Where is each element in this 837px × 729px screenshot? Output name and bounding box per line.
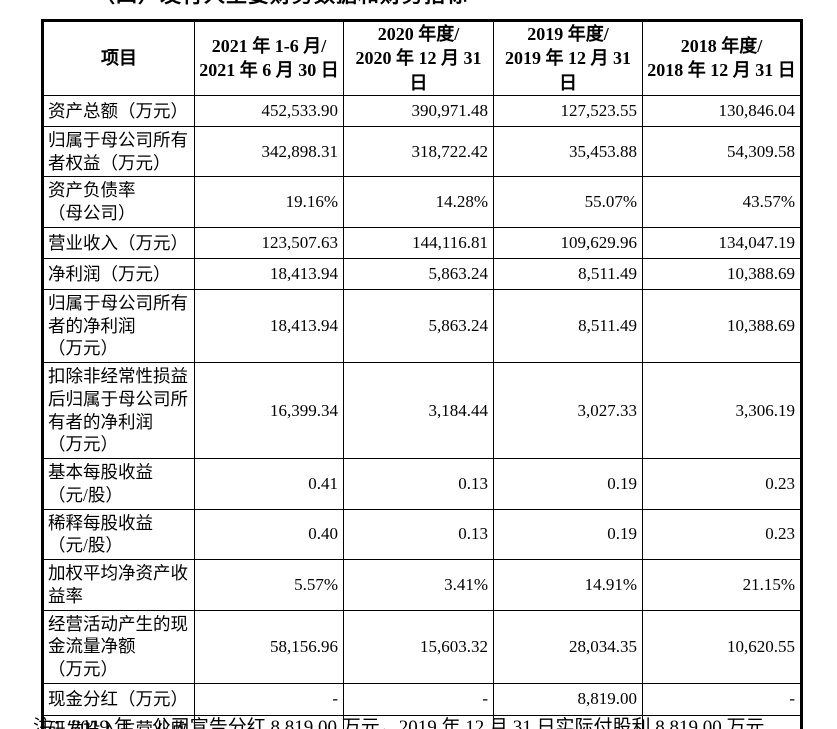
table-row: 加权平均净资产收 益率 5.57% 3.41% 14.91% 21.15% bbox=[42, 559, 802, 611]
table-row: 现金分红（万元） - -8,819.00- bbox=[42, 682, 802, 716]
row-value: 0.13 bbox=[343, 508, 494, 561]
table-row: 归属于母公司所有 者权益（万元） 342,898.31 318,722.42 35,4… bbox=[42, 125, 802, 178]
row-value: 16,399.34 bbox=[194, 362, 344, 460]
row-label: 资产负债率 （母公司） bbox=[42, 176, 195, 228]
row-value: 0.23 bbox=[642, 458, 802, 510]
row-value: 0.41 bbox=[194, 458, 344, 510]
header-period: 2021 年 1-6 月/ 2021 年 6 月 30 日 bbox=[194, 20, 344, 96]
row-value: 134,047.19 bbox=[642, 226, 802, 259]
row-value: 130,846.04 bbox=[642, 94, 802, 127]
row-value: 18,413.94 bbox=[194, 288, 344, 364]
row-value: 0.23 bbox=[642, 508, 802, 561]
row-value: 8,511.49 bbox=[493, 257, 643, 290]
header-period: 2019 年度/ 2019 年 12 月 31 日 bbox=[493, 20, 643, 96]
row-value: 0.13 bbox=[343, 458, 494, 510]
row-value: 5,863.24 bbox=[343, 288, 494, 364]
row-value: 54,309.58 bbox=[642, 125, 802, 178]
table-row: 基本每股收益 （元/股） 0.41 0.13 0.19 0.23 bbox=[42, 458, 802, 510]
row-value: 43.57% bbox=[642, 176, 802, 228]
row-value: 452,533.90 bbox=[194, 94, 344, 127]
row-value: 318,722.42 bbox=[343, 125, 494, 178]
row-value: 58,156.96 bbox=[194, 609, 344, 684]
row-value: 144,116.81 bbox=[343, 226, 494, 259]
row-value: 123,507.63 bbox=[194, 226, 344, 259]
header-period: 2018 年度/ 2018 年 12 月 31 日 bbox=[642, 20, 802, 96]
row-value: - bbox=[194, 682, 344, 716]
header-item-label: 项目 bbox=[42, 20, 195, 96]
row-value: 19.16% bbox=[194, 176, 344, 228]
row-value: 0.40 bbox=[194, 508, 344, 561]
row-value: 35,453.88 bbox=[493, 125, 643, 178]
table-body: 资产总额（万元） 452,533.90 390,971.48 127,523.55 13… bbox=[42, 94, 802, 729]
row-value: 28,034.35 bbox=[493, 609, 643, 684]
row-label: 经营活动产生的现 金流量净额 （万元） bbox=[42, 609, 195, 684]
financial-summary-table: 项目 2021 年 1-6 月/ 2021 年 6 月 30 日 2020 年度/… bbox=[41, 19, 803, 729]
row-label: 归属于母公司所有 者权益（万元） bbox=[42, 125, 195, 178]
row-label: 营业收入（万元） bbox=[42, 226, 195, 259]
row-value: 10,620.55 bbox=[642, 609, 802, 684]
row-value: 342,898.31 bbox=[194, 125, 344, 178]
row-label: 扣除非经常性损益 后归属于母公司所 有者的净利润 （万元） bbox=[42, 362, 195, 460]
table-row: 资产总额（万元） 452,533.90 390,971.48 127,523.55 13… bbox=[42, 94, 802, 127]
row-value: 8.20% bbox=[642, 714, 802, 729]
row-value: 3,184.44 bbox=[343, 362, 494, 460]
row-value: - bbox=[642, 682, 802, 716]
table-row: 扣除非经常性损益 后归属于母公司所 有者的净利润 （万元） 16,399.34 3,… bbox=[42, 362, 802, 460]
row-label: 基本每股收益 （元/股） bbox=[42, 458, 195, 510]
table-row: 营业收入（万元） 123,507.63 144,116.81 109,629.96 13… bbox=[42, 226, 802, 259]
table-header-row: 项目 2021 年 1-6 月/ 2021 年 6 月 30 日 2020 年度/… bbox=[42, 20, 802, 96]
footnote: 注：2019 年，公司宣告分红 8,819.00 万元，2019 年 12 月 … bbox=[33, 717, 765, 729]
header-period: 2020 年度/ 2020 年 12 月 31 日 bbox=[343, 20, 494, 96]
row-value: 3,306.19 bbox=[642, 362, 802, 460]
row-value: 8,511.49 bbox=[493, 288, 643, 364]
row-label: 资产总额（万元） bbox=[42, 94, 195, 127]
page-title: （四）发行人主要财务数据和财务指标 bbox=[94, 0, 468, 6]
row-value: 0.19 bbox=[493, 458, 643, 510]
table-row: 资产负债率 （母公司） 19.16% 14.28% 55.07% 43.57% bbox=[42, 176, 802, 228]
row-value: 8,819.00 bbox=[493, 682, 643, 716]
table-row: 稀释每股收益 （元/股） 0.40 0.13 0.19 0.23 bbox=[42, 508, 802, 561]
row-value: 0.19 bbox=[493, 508, 643, 561]
table-row: 研发投入占营业收 入的比例7.86%9.42%8.87%8.20% bbox=[42, 714, 802, 729]
table-row: 净利润（万元） 18,413.94 5,863.24 8,511.49 10,388.6… bbox=[42, 257, 802, 290]
row-value: 55.07% bbox=[493, 176, 643, 228]
row-value: 10,388.69 bbox=[642, 257, 802, 290]
row-value: 5,863.24 bbox=[343, 257, 494, 290]
row-value: 15,603.32 bbox=[343, 609, 494, 684]
table-row: 经营活动产生的现 金流量净额 （万元） 58,156.96 15,603.32 28,… bbox=[42, 609, 802, 684]
row-label: 稀释每股收益 （元/股） bbox=[42, 508, 195, 561]
row-label: 归属于母公司所有 者的净利润 （万元） bbox=[42, 288, 195, 364]
row-label: 净利润（万元） bbox=[42, 257, 195, 290]
row-value: 14.28% bbox=[343, 176, 494, 228]
row-value: 3,027.33 bbox=[493, 362, 643, 460]
row-value: 10,388.69 bbox=[642, 288, 802, 364]
row-value: 21.15% bbox=[642, 559, 802, 611]
row-label: 现金分红（万元） bbox=[42, 682, 195, 716]
row-value: 127,523.55 bbox=[493, 94, 643, 127]
row-value: 3.41% bbox=[343, 559, 494, 611]
table-row: 归属于母公司所有 者的净利润 （万元） 18,413.94 5,863.24 8,51… bbox=[42, 288, 802, 364]
row-value: 390,971.48 bbox=[343, 94, 494, 127]
row-value: 14.91% bbox=[493, 559, 643, 611]
row-value: 18,413.94 bbox=[194, 257, 344, 290]
row-value: 109,629.96 bbox=[493, 226, 643, 259]
row-label: 加权平均净资产收 益率 bbox=[42, 559, 195, 611]
row-value: 5.57% bbox=[194, 559, 344, 611]
row-value: - bbox=[343, 682, 494, 716]
